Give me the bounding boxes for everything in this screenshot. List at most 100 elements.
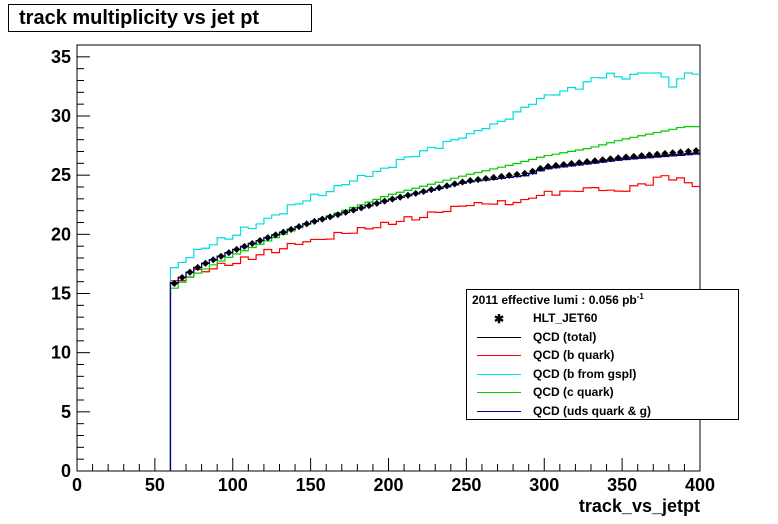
data-point	[606, 155, 614, 163]
data-point	[225, 249, 233, 257]
y-tick-label: 5	[61, 402, 71, 422]
data-point	[614, 154, 622, 162]
legend-entry: QCD (b quark)	[467, 346, 738, 364]
legend-marker-icon: ✱	[494, 312, 505, 326]
legend-entry: QCD (c quark)	[467, 383, 738, 401]
data-point	[303, 220, 311, 228]
y-tick-label: 15	[51, 284, 71, 304]
data-point	[567, 160, 576, 168]
data-point	[295, 223, 303, 231]
data-point	[170, 279, 178, 287]
x-tick-label: 350	[607, 475, 637, 495]
data-point	[684, 147, 692, 155]
data-point	[310, 217, 319, 225]
x-tick-label: 300	[529, 475, 559, 495]
data-point	[482, 174, 490, 183]
data-point	[529, 167, 537, 175]
data-point	[279, 228, 287, 236]
data-point	[583, 158, 591, 166]
data-point	[420, 187, 428, 196]
axis-tick-labels: 0 50 100 150 200 250 300 350 400 0 5 10 15 20 25 30 35	[51, 47, 715, 495]
legend-entry: QCD (uds quark & g)	[467, 402, 738, 420]
data-point	[653, 150, 661, 158]
data-point	[521, 169, 529, 177]
legend-line-swatch	[477, 410, 521, 412]
legend-header-text: 2011 effective lumi : 0.056 pb	[472, 293, 637, 307]
data-point	[287, 225, 295, 233]
data-point	[599, 156, 607, 164]
data-point	[264, 234, 272, 242]
data-point	[256, 237, 264, 245]
data-point	[591, 157, 599, 165]
data-point	[326, 213, 334, 221]
data-point	[248, 239, 256, 248]
data-point	[233, 245, 241, 253]
data-point	[451, 180, 459, 188]
legend-label: QCD (c quark)	[533, 385, 614, 399]
data-point	[645, 151, 653, 159]
y-tick-label: 20	[51, 224, 71, 244]
legend-label: QCD (b from gspl)	[533, 366, 637, 381]
legend-label: QCD (b quark)	[533, 348, 615, 362]
legend-line-swatch	[477, 373, 521, 375]
data-point	[497, 172, 505, 180]
data-point	[381, 197, 389, 205]
data-point	[552, 161, 560, 169]
x-axis-title: track_vs_jetpt	[579, 496, 700, 516]
data-point	[194, 263, 202, 272]
legend-line-swatch	[477, 355, 521, 356]
series-line-4	[169, 126, 700, 471]
data-point	[661, 149, 669, 158]
data-point	[427, 186, 435, 194]
data-point	[349, 206, 357, 214]
legend-header: 2011 effective lumi : 0.056 pb-1	[472, 292, 644, 307]
x-tick-label: 100	[218, 475, 248, 495]
legend-line-swatch	[477, 392, 521, 393]
legend-entry: QCD (b from gspl)	[467, 365, 738, 383]
data-point	[201, 259, 210, 267]
data-point	[630, 152, 638, 160]
data-point	[458, 178, 467, 186]
data-point	[373, 199, 381, 207]
y-tick-label: 30	[51, 106, 71, 126]
data-point	[209, 256, 217, 264]
legend-line-swatch	[477, 336, 521, 338]
data-point	[443, 182, 451, 190]
data-point	[676, 148, 685, 156]
data-point	[505, 171, 513, 179]
x-tick-label: 0	[72, 475, 82, 495]
data-point	[178, 273, 186, 282]
data-point	[622, 153, 630, 161]
data-point	[638, 152, 646, 160]
series-line-3	[169, 72, 700, 471]
data-point	[490, 173, 498, 181]
x-tick-label: 50	[145, 475, 165, 495]
data-point	[692, 147, 700, 155]
data-point	[334, 211, 342, 219]
data-point	[396, 193, 404, 201]
legend-label: HLT_JET60	[533, 311, 598, 325]
data-point	[388, 195, 396, 203]
legend-header-sup: -1	[636, 292, 644, 301]
x-tick-label: 200	[373, 475, 403, 495]
legend: 2011 effective lumi : 0.056 pb-1 ✱ HLT_JE…	[466, 289, 739, 420]
data-markers	[170, 147, 700, 287]
legend-entry: QCD (total)	[467, 328, 738, 346]
series-line-2	[169, 175, 700, 471]
x-tick-label: 400	[685, 475, 715, 495]
data-point	[217, 252, 225, 260]
series-line-5	[169, 153, 700, 471]
legend-entry: ✱ HLT_JET60	[467, 309, 738, 327]
data-point	[560, 160, 568, 169]
legend-label: QCD (uds quark & g)	[533, 403, 652, 418]
data-point	[669, 149, 677, 157]
data-point	[466, 177, 474, 185]
y-tick-label: 10	[51, 343, 71, 363]
data-point	[342, 208, 350, 216]
data-point	[435, 184, 443, 192]
y-tick-label: 25	[51, 165, 71, 185]
chart-title: track multiplicity vs jet pt	[8, 4, 312, 32]
data-point	[365, 202, 373, 210]
data-point	[272, 231, 280, 239]
